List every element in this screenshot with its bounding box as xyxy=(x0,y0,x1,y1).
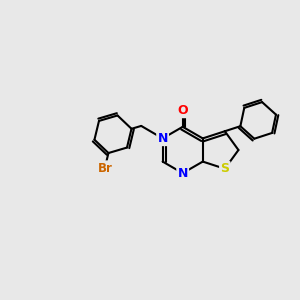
Text: O: O xyxy=(177,104,188,117)
Text: N: N xyxy=(178,167,188,180)
Text: S: S xyxy=(220,162,229,175)
Text: Br: Br xyxy=(98,162,112,175)
Text: N: N xyxy=(158,132,168,145)
